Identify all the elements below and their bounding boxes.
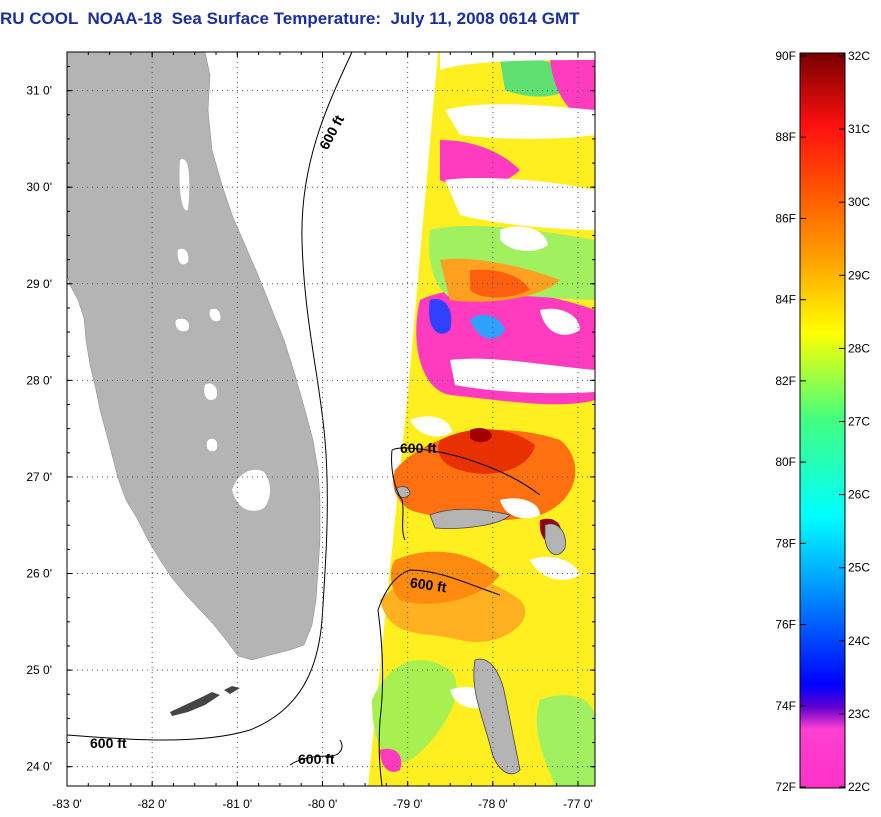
colorbar-c-label: 24C [848,634,870,648]
x-tick-label: -81 0' [222,797,252,811]
y-axis-ticks: 31 0' 30 0' 29 0' 28 0' 27 0' 26 0' 25 0' 24 0' [26,65,595,774]
colorbar-f-label: 72F [775,780,796,794]
colorbar-celsius-labels: 32C 31C 30C 29C 28C 27C 26C 25C 24C 23C 22C [839,49,870,794]
colorbar-fahrenheit-labels: 90F 88F 86F 84F 82F 80F 78F 76F 74F 72F [775,49,806,794]
isobath-contours [67,52,541,786]
x-tick-label: -82 0' [137,797,167,811]
y-tick-label: 29 0' [26,277,52,291]
colorbar-c-label: 26C [848,488,870,502]
contour-label: 600 ft [90,735,127,751]
y-tick-label: 28 0' [26,373,52,387]
colorbar-f-label: 74F [775,699,796,713]
colorbar-f-label: 76F [775,618,796,632]
colorbar-c-label: 32C [848,49,870,63]
y-tick-label: 30 0' [26,180,52,194]
colorbar-f-label: 78F [775,536,796,550]
y-tick-label: 25 0' [26,663,52,677]
colorbar [799,52,846,789]
plot-frame [66,51,596,787]
colorbar-f-label: 88F [775,130,796,144]
x-axis-ticks: -83 0' -82 0' -81 0' -80 0' -79 0' -78 0' -77 … [52,52,593,811]
x-tick-label: -78 0' [478,797,508,811]
colorbar-c-label: 28C [848,341,870,355]
florida-keys [170,686,240,716]
colorbar-c-label: 29C [848,268,870,282]
colorbar-c-label: 30C [848,195,870,209]
bahamas-land [394,486,566,775]
colorbar-f-label: 80F [775,455,796,469]
colorbar-f-label: 86F [775,211,796,225]
x-tick-label: -80 0' [308,797,338,811]
contour-label: 600 ft [409,574,448,595]
colorbar-c-label: 31C [848,122,870,136]
sst-swath [368,52,595,786]
colorbar-f-label: 82F [775,374,796,388]
colorbar-f-label: 84F [775,293,796,307]
x-tick-label: -83 0' [52,797,82,811]
lake-okeechobee [232,469,270,511]
graticule [67,52,595,786]
y-tick-label: 31 0' [26,84,52,98]
colorbar-f-label: 90F [775,49,796,63]
map-title: RU COOL NOAA-18 Sea Surface Temperature:… [0,9,580,28]
contour-label: 600 ft [298,751,335,767]
inland-lakes [175,159,221,452]
x-tick-label: -77 0' [563,797,593,811]
colorbar-c-label: 22C [848,780,870,794]
colorbar-c-label: 25C [848,561,870,575]
y-tick-label: 27 0' [26,470,52,484]
y-tick-label: 24 0' [26,760,52,774]
y-tick-label: 26 0' [26,567,52,581]
contour-label: 600 ft [400,440,437,456]
x-tick-label: -79 0' [393,797,423,811]
colorbar-c-label: 23C [848,707,870,721]
colorbar-c-label: 27C [848,415,870,429]
